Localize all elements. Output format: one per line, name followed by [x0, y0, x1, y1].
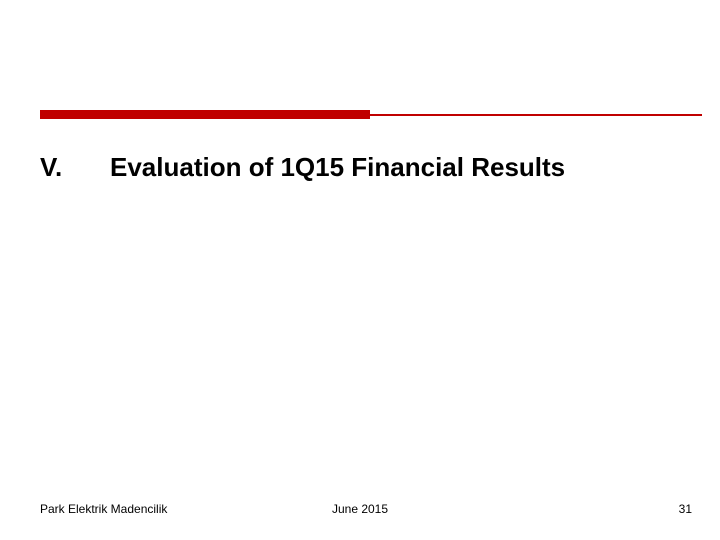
heading-title: Evaluation of 1Q15 Financial Results	[110, 152, 565, 183]
footer-date: June 2015	[0, 502, 720, 516]
rule-thick	[40, 110, 370, 119]
section-heading: V. Evaluation of 1Q15 Financial Results	[40, 152, 680, 183]
heading-numeral: V.	[40, 152, 110, 183]
rule-thin	[370, 114, 702, 116]
slide: V. Evaluation of 1Q15 Financial Results …	[0, 0, 720, 540]
footer-page-number: 31	[679, 502, 692, 516]
